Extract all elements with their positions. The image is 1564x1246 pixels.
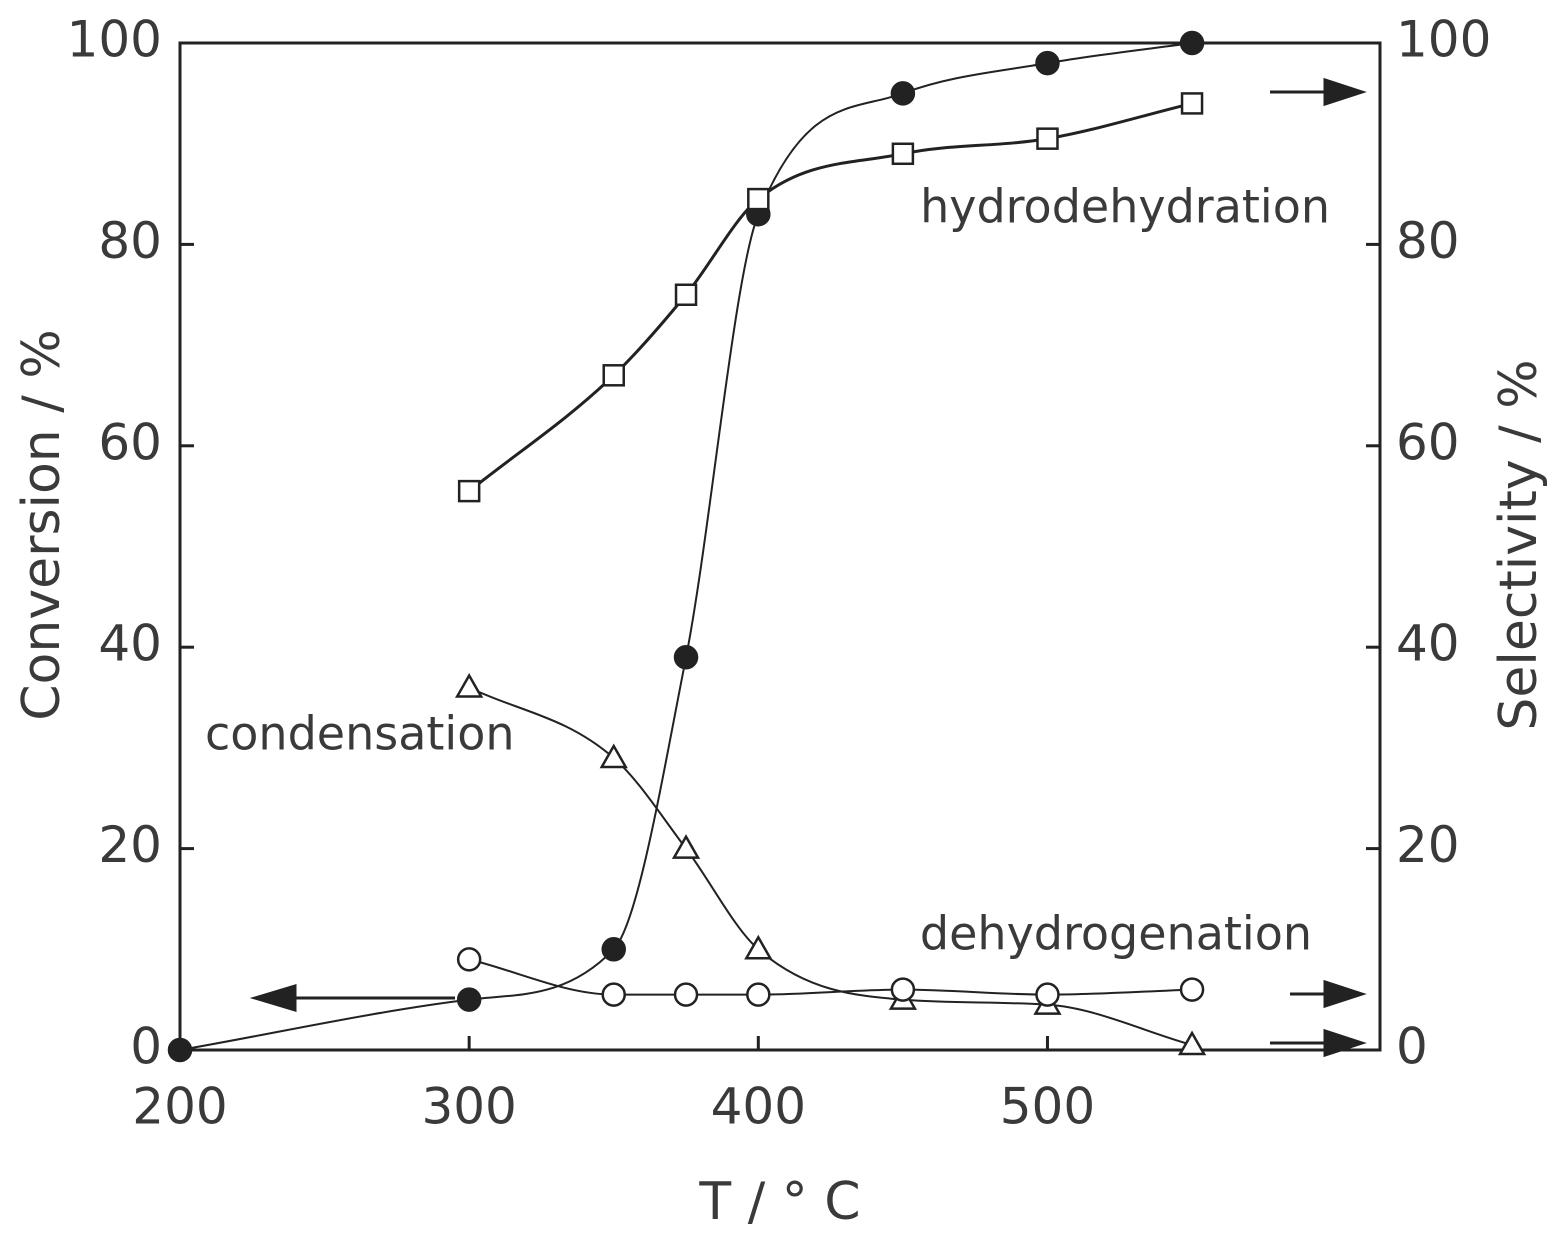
series-annotation: condensation bbox=[205, 707, 515, 761]
y2-tick-label: 80 bbox=[1396, 212, 1460, 270]
arrow-head bbox=[1323, 77, 1367, 107]
y2-tick-label: 0 bbox=[1396, 1018, 1428, 1076]
marker bbox=[673, 982, 699, 1007]
y-tick-label: 80 bbox=[98, 212, 162, 270]
series-line bbox=[468, 101, 1193, 493]
y-tick-label: 60 bbox=[98, 413, 162, 471]
marker bbox=[1035, 50, 1060, 76]
y-tick-label: 0 bbox=[130, 1018, 162, 1076]
y2-tick-label: 20 bbox=[1396, 816, 1460, 874]
y2-tick-label: 100 bbox=[1396, 11, 1491, 69]
marker bbox=[1179, 977, 1205, 1002]
marker bbox=[890, 81, 916, 106]
marker bbox=[1180, 92, 1204, 115]
marker bbox=[747, 187, 770, 211]
marker bbox=[601, 937, 626, 962]
marker bbox=[456, 947, 482, 972]
y2-tick-label: 40 bbox=[1396, 615, 1460, 673]
x-tick-label: 300 bbox=[421, 1078, 516, 1136]
y-axis-label: Conversion / % bbox=[12, 329, 72, 721]
x-tick-label: 400 bbox=[711, 1078, 806, 1136]
marker bbox=[601, 982, 626, 1007]
y-tick-label: 20 bbox=[98, 816, 162, 874]
marker bbox=[602, 364, 625, 387]
marker bbox=[891, 142, 915, 166]
marker bbox=[1036, 127, 1059, 150]
marker bbox=[671, 834, 701, 859]
marker bbox=[1035, 982, 1060, 1007]
arrow-head bbox=[249, 983, 297, 1013]
marker bbox=[455, 672, 484, 698]
x-tick-label: 200 bbox=[132, 1078, 227, 1136]
x-tick-label: 500 bbox=[1000, 1078, 1095, 1136]
marker bbox=[1177, 1030, 1207, 1056]
marker bbox=[890, 977, 916, 1002]
marker bbox=[744, 934, 773, 960]
y-tick-label: 40 bbox=[98, 615, 162, 673]
x-axis-label: T / ° C bbox=[698, 1172, 860, 1232]
marker bbox=[1179, 30, 1205, 56]
series-annotation: dehydrogenation bbox=[920, 907, 1312, 961]
marker bbox=[746, 982, 771, 1007]
y2-axis-label: Selectivity / % bbox=[1489, 359, 1549, 730]
marker bbox=[457, 479, 481, 503]
axis-arrows bbox=[249, 77, 1367, 1058]
y2-tick-label: 60 bbox=[1396, 413, 1460, 471]
series-annotation: hydrodehydration bbox=[920, 180, 1330, 234]
arrow-head bbox=[1323, 1028, 1367, 1058]
marker bbox=[674, 283, 698, 306]
arrow-head bbox=[1323, 979, 1367, 1009]
y-tick-label: 100 bbox=[67, 11, 162, 69]
marker bbox=[167, 1037, 193, 1063]
marker bbox=[673, 645, 699, 670]
plot-frame bbox=[178, 41, 1382, 1052]
marker bbox=[456, 987, 482, 1012]
marker bbox=[599, 743, 628, 769]
